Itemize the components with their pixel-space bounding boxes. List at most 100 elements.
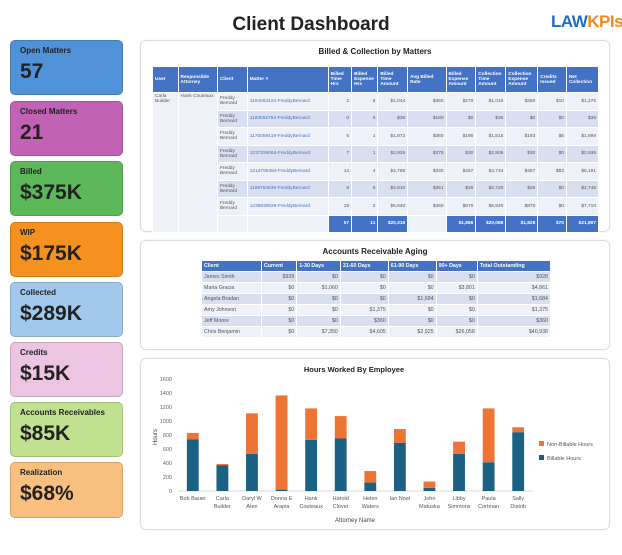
- bar-billable-hours: [453, 453, 465, 491]
- table-row: Carla Builder Hank Couteaux Freddy Bernard…: [152, 92, 600, 233]
- cell: $4,861: [476, 282, 552, 294]
- column-header[interactable]: 61-90 Days: [387, 260, 437, 272]
- kpi-label: Closed Matters: [20, 107, 78, 116]
- column-header[interactable]: Net Collection: [565, 66, 600, 93]
- cell: $7,710: [565, 197, 600, 216]
- column-header[interactable]: Billed Time Hrs: [327, 66, 353, 93]
- column-header[interactable]: 31-60 Days: [339, 260, 389, 272]
- y-tick-label: 200: [163, 475, 172, 481]
- cell: $0: [435, 293, 478, 305]
- cell: $928: [476, 271, 552, 283]
- x-tick-label: Cortman: [478, 504, 499, 510]
- legend-swatch: [539, 455, 544, 460]
- cell: $36: [565, 109, 600, 128]
- bar-billable-hours: [423, 487, 436, 491]
- kpi-value: $175K: [20, 242, 82, 265]
- matter-link[interactable]: 1199794639-FreddyBernard: [246, 179, 329, 198]
- cell: $2,720: [475, 179, 507, 198]
- cell: $2,810: [377, 179, 409, 198]
- page-title: Client Dashboard: [232, 14, 390, 35]
- kpi-label: Open Matters: [20, 46, 72, 55]
- column-header[interactable]: Total Outstanding: [476, 260, 552, 272]
- cell: $0: [296, 293, 341, 305]
- kpi-label: Realization: [20, 468, 63, 477]
- table-row: Angela Bradan $0 $0 $0 $1,684 $0 $1,684: [201, 293, 552, 305]
- cell: $26: [505, 179, 539, 198]
- cell: $270: [445, 92, 477, 111]
- matter-link[interactable]: 1176059419-FreddyBernard: [246, 127, 329, 146]
- total-cell: $1,866: [445, 214, 477, 233]
- y-tick-label: 1200: [160, 405, 172, 411]
- column-header[interactable]: Collection Expense Amount: [505, 66, 539, 93]
- cell: Maria Gracia: [201, 282, 262, 294]
- cell: James Simth: [201, 271, 262, 283]
- total-cell: $1,828: [505, 214, 539, 233]
- column-header[interactable]: Avg Billed Rate: [407, 66, 447, 93]
- column-header[interactable]: Matter #: [246, 66, 329, 93]
- bar-non-billable-hours: [216, 464, 229, 466]
- column-header[interactable]: Billed Expense Hrs: [351, 66, 379, 93]
- matters-table: User Responsible Attorney Client Matter # Bi…: [152, 66, 600, 233]
- matter-link[interactable]: 1214785384-FreddyBernard: [246, 162, 329, 181]
- legend-swatch: [539, 441, 544, 446]
- column-header[interactable]: Current: [260, 260, 298, 272]
- table-row: Jeff Moore $0 $0 $360 $0 $0 $360: [201, 315, 552, 327]
- kpi-card-wip: WIP $175K: [10, 222, 123, 277]
- cell: $0: [260, 326, 298, 338]
- cell: Freddy Bernard: [216, 92, 248, 111]
- bar-non-billable-hours: [423, 481, 436, 488]
- cell: Amy Johnson: [201, 304, 262, 316]
- column-header[interactable]: Billed Time Amount: [377, 66, 409, 93]
- user-cell: Carla Builder: [152, 92, 179, 233]
- matter-link[interactable]: 1194063424-FreddyBernard: [246, 92, 329, 111]
- column-header[interactable]: Collection Time Amount: [475, 66, 507, 93]
- cell: [246, 214, 329, 233]
- column-header[interactable]: Client: [201, 260, 262, 272]
- cell: $1,375: [339, 304, 389, 316]
- bar-non-billable-hours: [186, 432, 199, 440]
- table-row: Freddy Bernard 1236830029-FreddyBernard 19…: [153, 197, 600, 216]
- matters-title: Billed & Collection by Matters: [318, 47, 432, 56]
- column-header[interactable]: Credits Issued: [537, 66, 567, 93]
- cell: $1,684: [476, 293, 552, 305]
- matter-link[interactable]: 1236830029-FreddyBernard: [246, 197, 329, 216]
- bar-non-billable-hours: [393, 429, 406, 443]
- cell: 1: [351, 127, 379, 146]
- kpi-value: 57: [20, 60, 44, 83]
- table-row: Amy Johnson $0 $0 $1,375 $0 $0 $1,375: [201, 304, 552, 316]
- cell: $0: [387, 315, 437, 327]
- cell: $351: [407, 179, 447, 198]
- x-tick-label: John: [423, 496, 435, 502]
- cell: $2,746: [565, 179, 600, 198]
- cell: $0: [387, 304, 437, 316]
- cell: $190: [445, 127, 477, 146]
- x-tick-label: Simmons: [448, 504, 471, 510]
- cell: $360: [407, 92, 447, 111]
- column-header[interactable]: Billed Expense Amount: [445, 66, 477, 93]
- cell: Freddy Bernard: [216, 162, 248, 181]
- cell: $36: [377, 109, 409, 128]
- column-header[interactable]: User: [152, 66, 179, 93]
- column-header[interactable]: Client: [216, 66, 248, 93]
- cell: $375: [407, 144, 447, 163]
- cell: $40,938: [476, 326, 552, 338]
- bar-billable-hours: [246, 453, 258, 491]
- cell: $1,044: [377, 92, 409, 111]
- x-tick-label: Builder: [214, 504, 231, 510]
- cell: $0: [339, 282, 389, 294]
- matter-link[interactable]: 1193052784-FreddyBernard: [246, 109, 329, 128]
- x-tick-label: Carla: [216, 496, 230, 502]
- kpi-card-collected: Collected $289K: [10, 282, 123, 337]
- column-header[interactable]: Responsible Attorney: [177, 66, 218, 93]
- total-cell: $20,068: [475, 214, 507, 233]
- table-row: Freddy Bernard 1193052784-FreddyBernard 0 0…: [153, 109, 600, 128]
- matter-link[interactable]: 1237329064-FreddyBernard: [246, 144, 329, 163]
- column-header[interactable]: 1-30 Days: [296, 260, 341, 272]
- column-header[interactable]: 90+ Days: [435, 260, 478, 272]
- cell: $457: [445, 162, 477, 181]
- table-row: Freddy Bernard 1214785384-FreddyBernard 14…: [153, 162, 600, 181]
- cell: $2,936: [565, 144, 600, 163]
- cell: Chris Benjamin: [201, 326, 262, 338]
- total-cell: 11: [351, 214, 379, 233]
- cell: $0: [435, 304, 478, 316]
